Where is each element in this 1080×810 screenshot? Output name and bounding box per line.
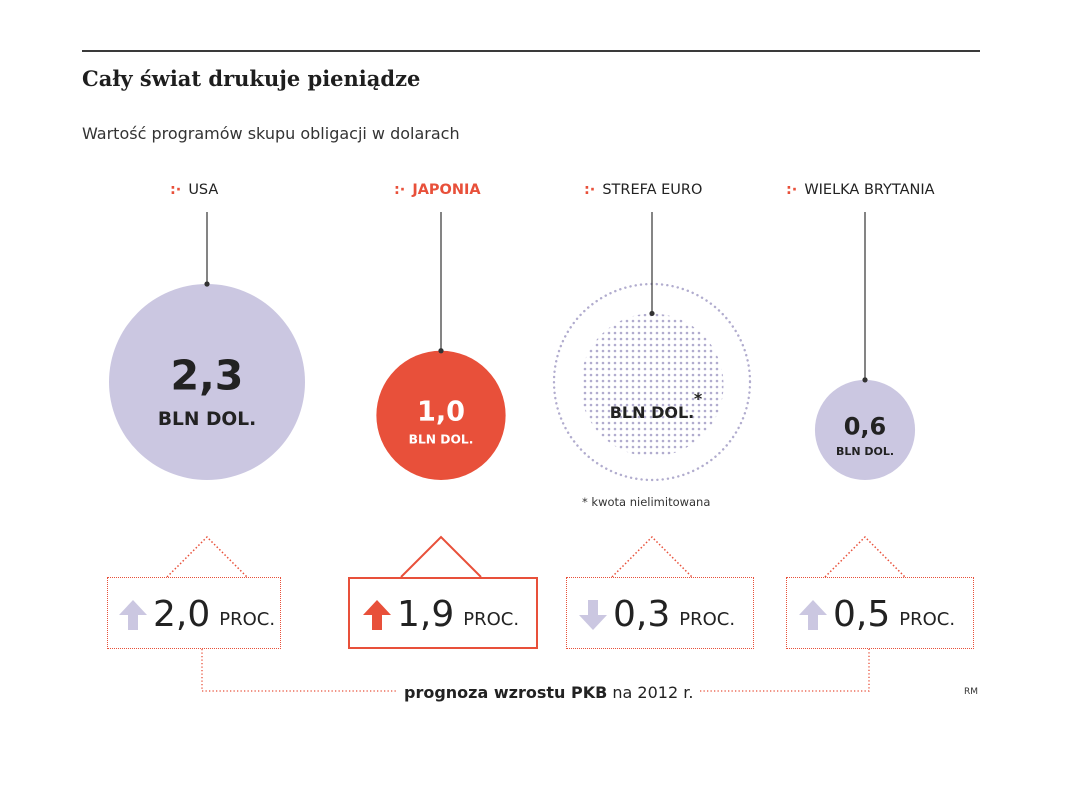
- leader-dot-strefa-euro: [649, 310, 655, 317]
- growth-strefa-euro: 0,3 PROC.: [578, 594, 735, 635]
- dots-marker-icon: :·: [170, 182, 182, 198]
- chart-subtitle: Wartość programów skupu obligacji w dola…: [82, 124, 460, 143]
- growth-unit: PROC.: [679, 609, 736, 630]
- growth-caption: prognoza wzrostu PKB na 2012 r.: [400, 683, 698, 702]
- dots-marker-icon: :·: [394, 182, 406, 198]
- dots-marker-icon: :·: [786, 182, 798, 198]
- country-label-wielka-brytania: :· WIELKA BRYTANIA: [786, 182, 935, 198]
- bubble-strefa-euro: [580, 313, 724, 457]
- growth-value: 2,0: [153, 594, 211, 635]
- bubble-value-wielka-brytania: 0,6: [844, 412, 887, 440]
- bubble-unit-wielka-brytania: BLN DOL.: [836, 445, 894, 458]
- pointer-wielka-brytania: [824, 535, 906, 578]
- connector-right: [700, 649, 870, 692]
- leader-dot-japonia: [438, 348, 444, 354]
- bubble-asterisk-strefa-euro: *: [694, 389, 703, 408]
- bubble-usa: [109, 284, 305, 480]
- growth-caption-bold: prognoza wzrostu PKB: [404, 683, 608, 702]
- growth-value: 0,3: [613, 594, 671, 635]
- connector-left: [201, 649, 396, 692]
- bubble-japonia: [376, 350, 506, 480]
- bubble-value-usa: 2,3: [171, 351, 244, 399]
- chart-title: Cały świat drukuje pieniądze: [82, 66, 421, 91]
- bubble-unit-usa: BLN DOL.: [158, 409, 256, 430]
- top-rule: [82, 50, 980, 52]
- author-credit: RM: [964, 687, 979, 697]
- country-label-japonia: :· JAPONIA: [394, 182, 481, 198]
- country-label-strefa-euro: :· STREFA EURO: [584, 182, 703, 198]
- leader-dot-usa: [204, 281, 210, 287]
- bubble-unit-japonia: BLN DOL.: [409, 433, 474, 447]
- growth-value: 1,9: [397, 594, 455, 635]
- arrow-up-icon: [119, 599, 147, 630]
- arrow-up-icon: [363, 599, 391, 630]
- arrow-down-icon: [579, 599, 607, 630]
- growth-wielka-brytania: 0,5 PROC.: [798, 594, 955, 635]
- growth-value: 0,5: [833, 594, 891, 635]
- growth-unit: PROC.: [899, 609, 956, 630]
- pointer-japonia: [400, 535, 482, 578]
- bubble-value-japonia: 1,0: [417, 396, 465, 427]
- growth-unit: PROC.: [463, 609, 520, 630]
- footnote: * kwota nielimitowana: [582, 495, 711, 509]
- pointer-usa: [166, 535, 248, 578]
- dots-marker-icon: :·: [584, 182, 596, 198]
- growth-unit: PROC.: [219, 609, 276, 630]
- pointer-strefa-euro: [611, 535, 693, 578]
- bubble-wielka-brytania: [814, 379, 916, 480]
- growth-usa: 2,0 PROC.: [118, 594, 275, 635]
- growth-japonia: 1,9 PROC.: [362, 594, 519, 635]
- leader-dot-wielka-brytania: [862, 377, 868, 383]
- growth-caption-rest: na 2012 r.: [607, 683, 694, 702]
- country-label-usa: :· USA: [170, 182, 219, 198]
- bubble-unit-strefa-euro: BLN DOL.: [610, 403, 695, 422]
- arrow-up-icon: [799, 599, 827, 630]
